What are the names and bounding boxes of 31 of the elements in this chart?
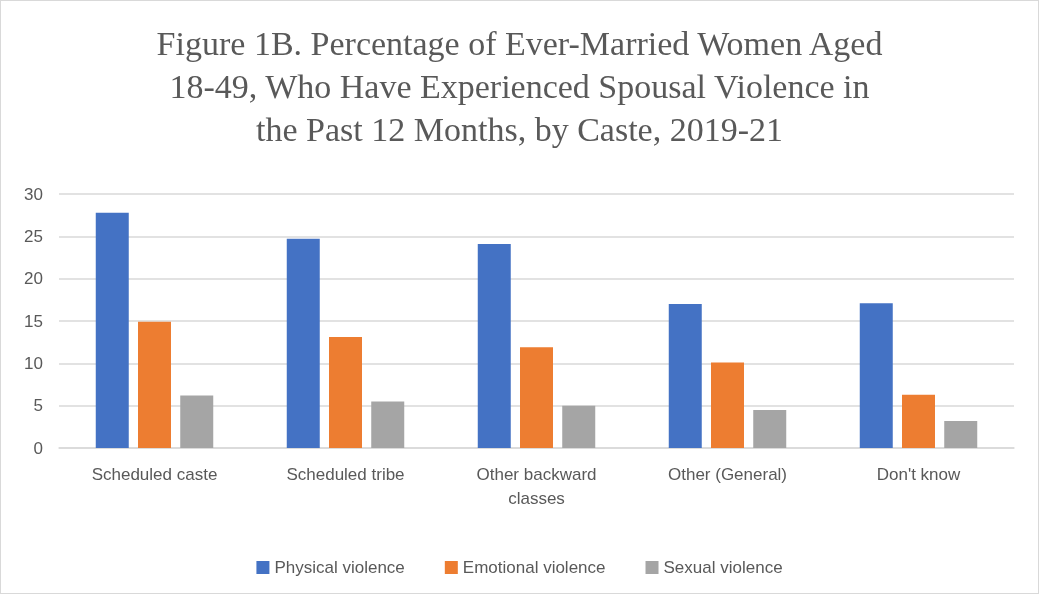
y-tick-label: 10 bbox=[24, 353, 43, 373]
bar bbox=[180, 395, 214, 448]
y-tick-label: 5 bbox=[33, 396, 43, 416]
x-tick-label: Scheduled tribe bbox=[286, 464, 405, 484]
bar bbox=[562, 405, 596, 448]
legend-label: Emotional violence bbox=[462, 558, 606, 577]
x-tick-label: Scheduled caste bbox=[91, 464, 218, 484]
bar bbox=[711, 362, 744, 448]
y-tick-label: 15 bbox=[24, 311, 43, 331]
bar bbox=[477, 243, 511, 448]
y-tick-label: 25 bbox=[24, 226, 43, 246]
bar bbox=[138, 321, 171, 448]
bar bbox=[286, 238, 320, 448]
legend-label: Physical violence bbox=[274, 558, 405, 577]
y-tick-label: 0 bbox=[33, 438, 43, 458]
bar bbox=[95, 212, 129, 448]
bar bbox=[944, 420, 978, 448]
bar bbox=[329, 337, 362, 448]
x-tick-label: Other (General) bbox=[667, 464, 788, 484]
bar bbox=[859, 303, 893, 448]
chart-title: Figure 1B. Percentage of Ever-Married Women Aged 18-49, Who Have Experienced Spousal Violence in the Past 12 Months, by Caste, 2019-21 bbox=[156, 25, 883, 148]
bar bbox=[520, 347, 553, 448]
x-tick-label: Don't know bbox=[876, 464, 961, 484]
y-tick-label: 30 bbox=[24, 184, 43, 204]
bar bbox=[902, 394, 935, 448]
x-tick-label: Other backward classes bbox=[476, 464, 597, 508]
bar bbox=[753, 409, 787, 448]
y-tick-label: 20 bbox=[24, 269, 43, 289]
bar bbox=[668, 304, 702, 448]
legend-label: Sexual violence bbox=[663, 558, 783, 577]
bar bbox=[371, 401, 405, 448]
